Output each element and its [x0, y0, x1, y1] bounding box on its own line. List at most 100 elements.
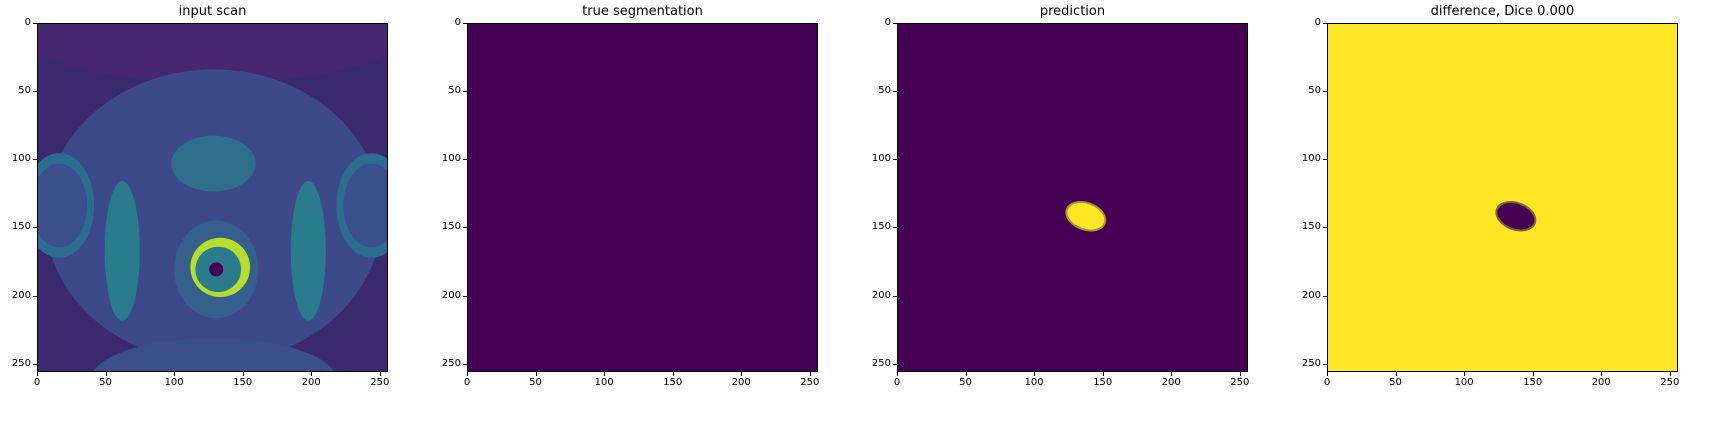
y-tick-mark	[893, 227, 897, 229]
image-plot	[37, 23, 388, 372]
scan-bladder	[171, 135, 256, 192]
y-tick-label: 0	[24, 17, 31, 28]
image-plot	[1327, 23, 1678, 372]
scan-soft-tissue	[45, 69, 382, 363]
y-tick-label: 200	[1301, 289, 1321, 301]
y-tick-mark	[1323, 295, 1327, 297]
y-tick-mark	[1323, 363, 1327, 365]
image-background	[898, 24, 1247, 371]
image-plot	[467, 23, 818, 372]
x-tick-mark	[1171, 372, 1173, 376]
y-tick-label: 150	[871, 221, 891, 233]
image-plot	[897, 23, 1248, 372]
x-tick-label: 150	[1523, 377, 1543, 388]
y-tick-mark	[893, 363, 897, 365]
y-tick-label: 50	[18, 85, 31, 97]
panel-title: true segmentation	[582, 4, 703, 19]
scan-right-muscle	[290, 181, 326, 321]
y-tick-label: 200	[871, 289, 891, 301]
panel-empty: true segmentation 0 50 100 150 200 250 0 50 100 15…	[430, 0, 850, 432]
x-tick-mark	[535, 372, 537, 376]
y-tick-label: 100	[441, 153, 461, 165]
image-canvas	[468, 24, 817, 371]
y-tick-label: 50	[878, 85, 891, 97]
panel-title: difference, Dice 0.000	[1430, 4, 1575, 19]
x-tick-mark	[1102, 372, 1104, 376]
y-tick-mark	[1323, 227, 1327, 229]
y-tick-label: 100	[1301, 153, 1321, 165]
y-tick-mark	[463, 363, 467, 365]
y-tick-label: 150	[11, 221, 31, 233]
y-tick-label: 0	[1314, 17, 1321, 28]
y-tick-mark	[893, 159, 897, 161]
x-tick-label: 0	[33, 377, 41, 388]
y-tick-mark	[1323, 159, 1327, 161]
y-tick-label: 250	[1301, 357, 1321, 369]
x-tick-label: 100	[164, 377, 184, 388]
scan-belly	[38, 24, 387, 84]
x-tick-label: 0	[463, 377, 471, 388]
panel-title: input scan	[178, 4, 247, 19]
y-tick-mark	[33, 363, 37, 365]
x-tick-label: 150	[233, 377, 253, 388]
segmentation-blob	[1497, 202, 1535, 230]
x-tick-label: 100	[1454, 377, 1474, 388]
y-tick-mark	[33, 159, 37, 161]
x-tick-label: 0	[1323, 377, 1331, 388]
y-tick-label: 200	[441, 289, 461, 301]
x-tick-mark	[1464, 372, 1466, 376]
y-tick-mark	[33, 227, 37, 229]
x-tick-label: 250	[800, 377, 820, 388]
segmentation-blob	[1067, 202, 1105, 230]
scan-dark-spot	[209, 262, 224, 277]
y-tick-mark	[463, 91, 467, 93]
x-tick-label: 250	[1660, 377, 1680, 388]
x-tick-label: 50	[959, 377, 972, 388]
x-tick-label: 250	[370, 377, 390, 388]
x-tick-mark	[37, 372, 38, 376]
y-tick-label: 150	[1301, 221, 1321, 233]
panel-difference: difference, Dice 0.000 0 50 100 150 200 250 0 50…	[1290, 0, 1710, 432]
x-tick-mark	[1239, 372, 1241, 376]
x-tick-mark	[672, 372, 674, 376]
scan-right-hip-inner	[343, 163, 387, 248]
x-tick-mark	[379, 372, 381, 376]
y-tick-label: 250	[441, 357, 461, 369]
x-tick-mark	[105, 372, 107, 376]
x-tick-mark	[1395, 372, 1397, 376]
y-tick-mark	[33, 91, 37, 93]
x-tick-mark	[1532, 372, 1534, 376]
x-tick-mark	[1669, 372, 1671, 376]
image-background	[468, 24, 817, 371]
x-tick-label: 100	[1024, 377, 1044, 388]
scan-left-hip-inner	[38, 163, 88, 248]
x-tick-label: 200	[1161, 377, 1181, 388]
scan-bottom-tissue	[93, 338, 334, 371]
x-tick-label: 0	[893, 377, 901, 388]
x-tick-mark	[242, 372, 244, 376]
image-canvas	[1328, 24, 1677, 371]
x-tick-label: 100	[594, 377, 614, 388]
panel-scan: input scan 0 50 100 150 200 250 0 50 100 150 200 250	[0, 0, 420, 432]
x-tick-label: 50	[529, 377, 542, 388]
y-tick-label: 250	[871, 357, 891, 369]
x-tick-mark	[741, 372, 743, 376]
x-tick-label: 150	[1093, 377, 1113, 388]
x-tick-mark	[604, 372, 606, 376]
x-tick-mark	[174, 372, 176, 376]
x-tick-mark	[467, 372, 468, 376]
x-tick-mark	[809, 372, 811, 376]
panel-prediction: prediction 0 50 100 150 200 250 0 50 100 150 200 250	[860, 0, 1280, 432]
y-tick-mark	[1323, 91, 1327, 93]
y-tick-mark	[893, 295, 897, 297]
y-tick-label: 200	[11, 289, 31, 301]
y-tick-label: 0	[454, 17, 461, 28]
scan-left-muscle	[104, 181, 140, 321]
x-tick-label: 50	[1389, 377, 1402, 388]
y-tick-mark	[463, 23, 467, 24]
x-tick-mark	[1601, 372, 1603, 376]
x-tick-mark	[897, 372, 898, 376]
y-tick-label: 50	[448, 85, 461, 97]
x-tick-mark	[1327, 372, 1328, 376]
y-tick-label: 0	[884, 17, 891, 28]
